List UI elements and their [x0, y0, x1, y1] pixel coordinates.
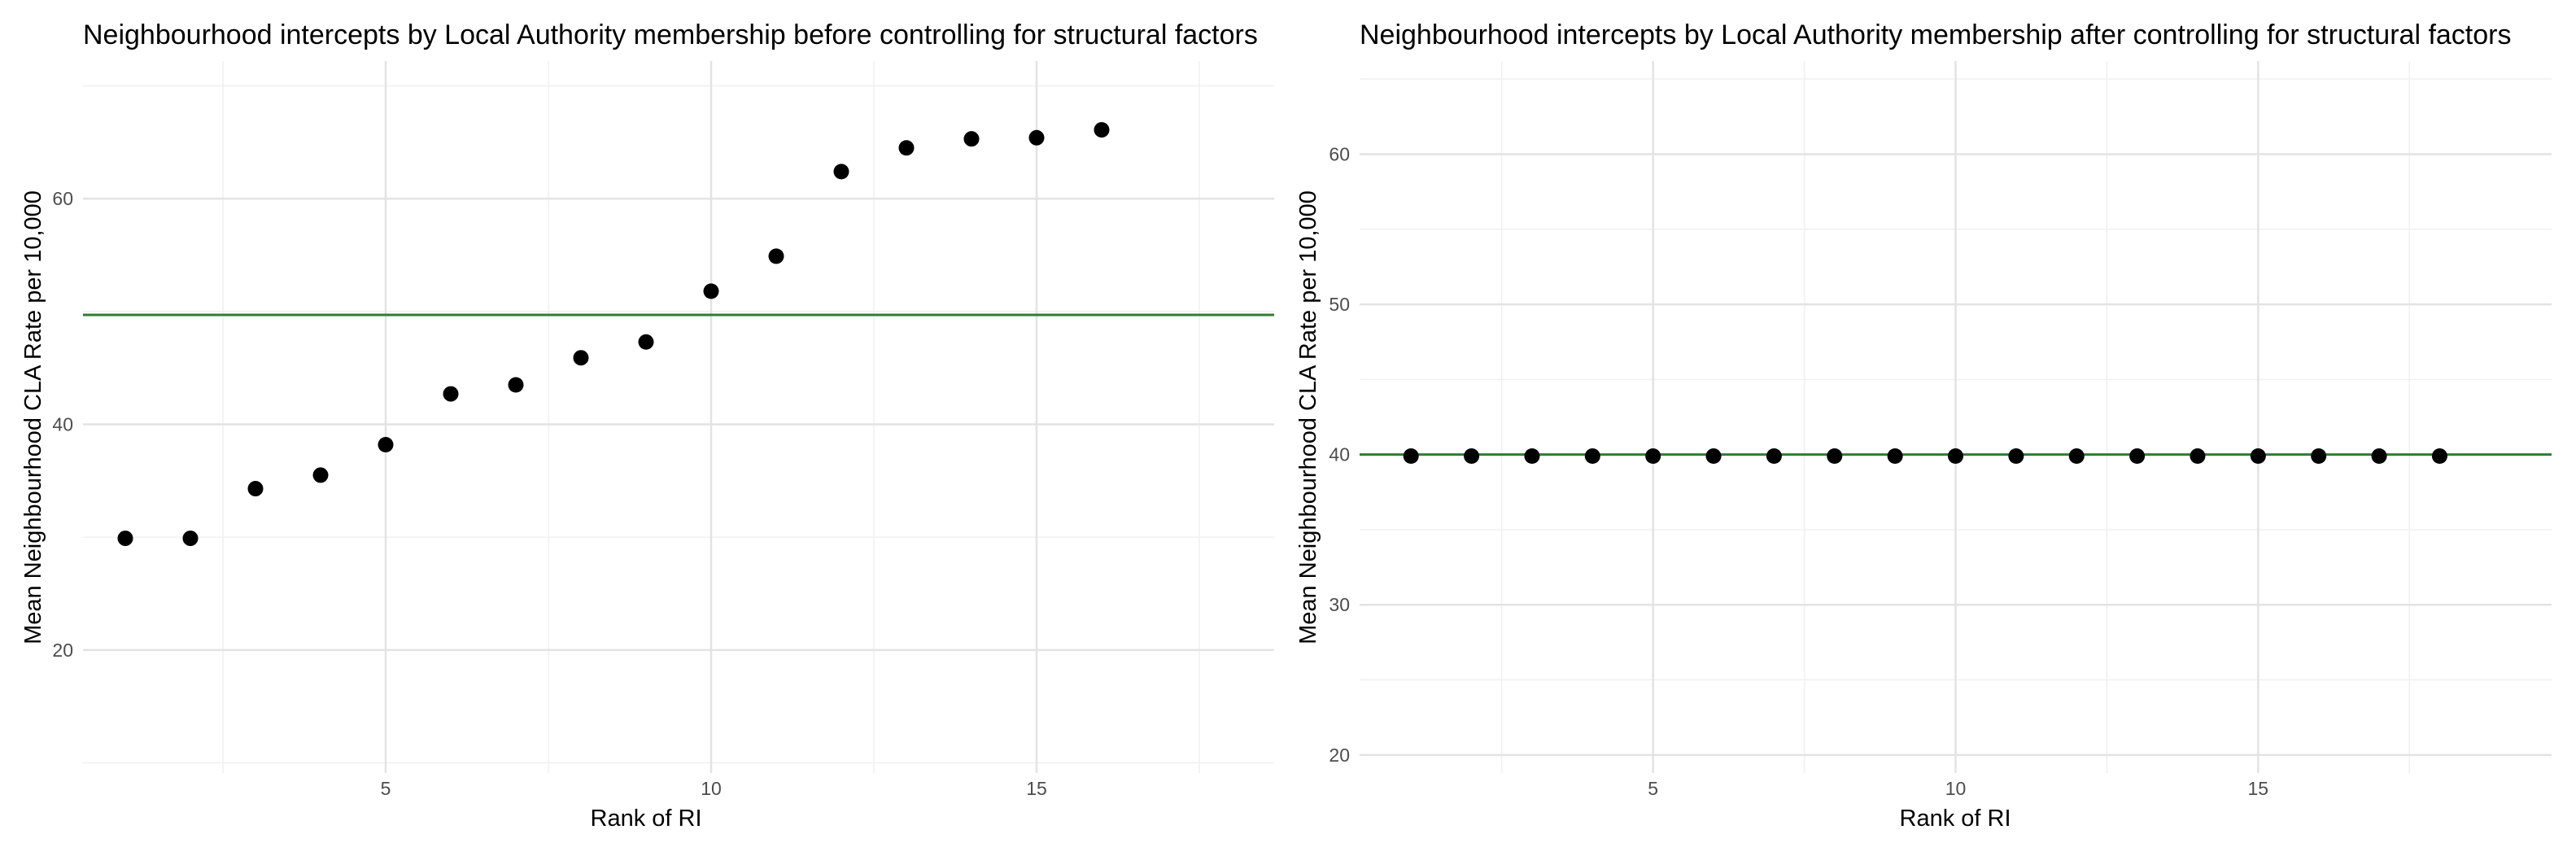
data-point	[247, 481, 264, 497]
data-point	[768, 248, 784, 264]
data-point	[2250, 448, 2266, 464]
x-tick-label: 15	[1026, 778, 1047, 799]
right-panel-title: Neighbourhood intercepts by Local Author…	[1360, 20, 2511, 50]
data-point	[2129, 448, 2146, 464]
data-point	[2371, 448, 2387, 464]
data-point	[2431, 448, 2447, 464]
data-point	[182, 531, 199, 547]
data-point	[2311, 448, 2327, 464]
data-point	[703, 283, 719, 299]
right-x-axis-label: Rank of RI	[1900, 806, 2011, 832]
data-point	[1524, 448, 1540, 464]
right-panel: Neighbourhood intercepts by Local Author…	[1295, 20, 2552, 832]
y-tick-label: 40	[52, 414, 73, 435]
data-point	[1887, 448, 1903, 464]
y-tick-label: 60	[1329, 143, 1350, 164]
y-tick-label: 20	[52, 640, 73, 661]
data-point	[1094, 122, 1110, 138]
x-tick-label: 10	[1945, 778, 1967, 799]
x-tick-label: 5	[1648, 778, 1658, 799]
data-point	[443, 386, 459, 402]
data-point	[1948, 448, 1963, 464]
x-tick-label: 15	[2248, 778, 2269, 799]
data-point	[1028, 129, 1045, 146]
left-x-axis-label: Rank of RI	[591, 806, 702, 832]
data-point	[1464, 448, 1480, 464]
data-point	[1827, 448, 1843, 464]
right-y-axis-label: Mean Neighbourhood CLA Rate per 10,000	[1295, 190, 1321, 644]
data-point	[312, 467, 329, 483]
data-point	[638, 334, 654, 350]
data-point	[898, 140, 915, 156]
data-point	[1403, 448, 1419, 464]
right-plot-area: 20 30 40 50 60 5 10 15	[1329, 61, 2552, 799]
y-tick-label: 40	[1329, 444, 1350, 465]
y-tick-label: 50	[1329, 294, 1350, 315]
left-panel-title: Neighbourhood intercepts by Local Author…	[83, 20, 1258, 50]
data-point	[508, 377, 524, 393]
data-point	[1705, 448, 1722, 464]
data-point	[1766, 448, 1782, 464]
data-point	[2190, 448, 2206, 464]
left-plot-area: 20 40 60 5 10 15	[52, 61, 1274, 799]
data-point	[573, 350, 589, 366]
left-panel: Neighbourhood intercepts by Local Author…	[20, 20, 1274, 832]
left-y-axis-label: Mean Neighbourhood CLA Rate per 10,000	[20, 190, 46, 644]
data-point	[2068, 448, 2085, 464]
data-point	[1645, 448, 1661, 464]
y-tick-label: 30	[1329, 594, 1350, 615]
y-tick-label: 60	[52, 188, 73, 209]
data-point	[117, 531, 133, 547]
x-tick-label: 5	[381, 778, 391, 799]
y-tick-label: 20	[1329, 745, 1350, 766]
data-point	[378, 436, 394, 452]
data-point	[833, 164, 849, 180]
data-point	[2008, 448, 2024, 464]
data-point	[1584, 448, 1600, 464]
x-tick-label: 10	[701, 778, 722, 799]
data-point	[963, 131, 980, 147]
